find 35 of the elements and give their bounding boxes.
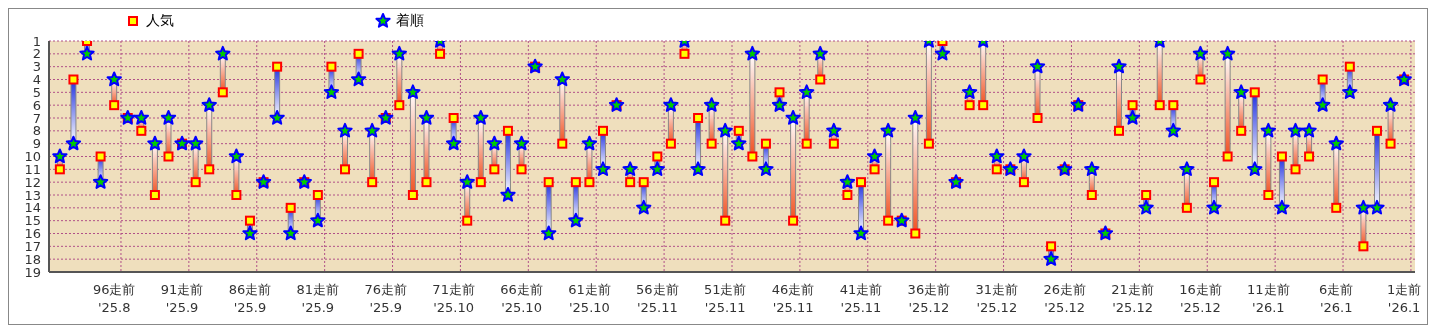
x-tick-label: 51走前 '25.11: [703, 282, 747, 315]
y-tick-label: 6: [32, 97, 41, 113]
x-tick-label: 86走前 '25.9: [228, 282, 272, 315]
x-tick-label: 46走前 '25.11: [771, 282, 815, 315]
x-tick-label: 76走前 '25.9: [364, 282, 408, 315]
legend-label: 着順: [396, 12, 424, 30]
x-tick-label: 91走前 '25.9: [160, 282, 204, 315]
y-tick-label: 19: [24, 264, 41, 280]
x-tick-label: 21走前 '25.12: [1111, 282, 1154, 315]
y-tick-label: 13: [24, 187, 41, 203]
legend-label: 人気: [146, 12, 174, 30]
y-tick-label: 18: [24, 251, 41, 267]
x-tick-label: 61走前 '25.10: [568, 282, 611, 315]
x-tick-label: 41走前 '25.11: [839, 282, 883, 315]
x-tick-label: 66走前 '25.10: [500, 282, 543, 315]
x-tick-label: 16走前 '25.12: [1179, 282, 1222, 315]
x-tick-label: 71走前 '25.10: [432, 282, 475, 315]
x-tick-label: 1走前 '26.1: [1387, 282, 1422, 315]
y-tick-label: 9: [32, 136, 41, 152]
x-tick-label: 31走前 '25.12: [975, 282, 1019, 315]
y-tick-label: 2: [32, 46, 41, 62]
x-tick-label: 56走前 '25.11: [636, 282, 679, 315]
x-tick-label: 36走前 '25.12: [907, 282, 951, 315]
y-tick-label: 14: [24, 200, 41, 216]
x-tick-label: 81走前 '25.9: [296, 282, 340, 315]
y-tick-label: 12: [24, 174, 41, 190]
y-tick-label: 15: [24, 213, 41, 229]
x-tick-label: 96走前 '25.8: [92, 282, 136, 315]
x-tick-label: 11走前 '26.1: [1247, 282, 1290, 315]
y-tick-label: 7: [32, 110, 41, 126]
y-tick-label: 1: [32, 33, 41, 49]
y-tick-label: 8: [32, 123, 41, 139]
x-tick-label: 6走前 '26.1: [1319, 282, 1354, 315]
x-tick-label: 26走前 '25.12: [1043, 282, 1086, 315]
y-tick-label: 3: [32, 59, 41, 75]
